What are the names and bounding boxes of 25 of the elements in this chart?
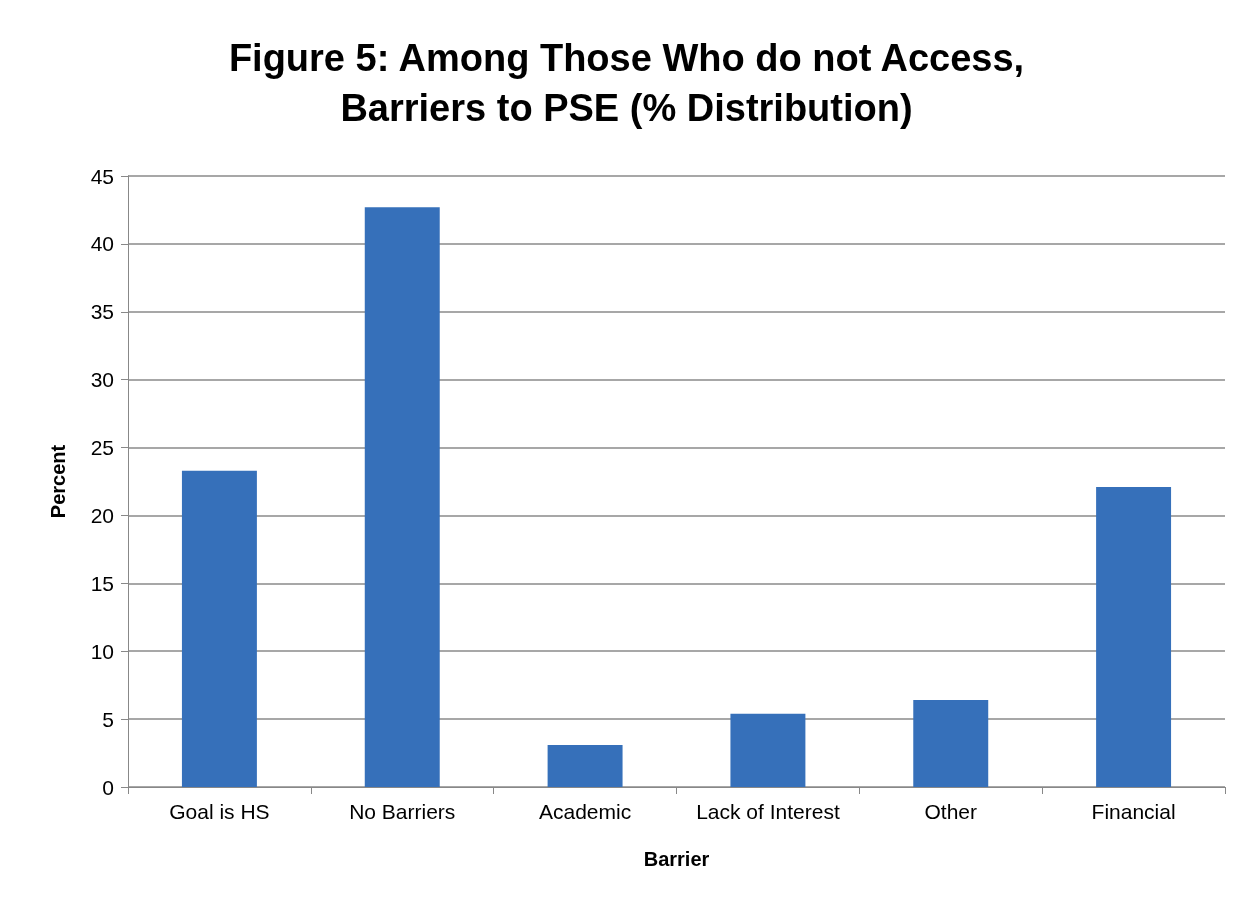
y-tick-label: 10 [90,639,114,663]
x-tick-label: Financial [1091,800,1176,823]
y-tick-label: 0 [102,775,114,799]
bar [913,700,989,787]
y-tick-label: 35 [90,300,114,324]
y-tick-label: 45 [90,164,114,188]
y-tick-label: 15 [90,571,114,595]
y-tick-label: 5 [102,707,114,731]
x-axis-title: Barrier [643,848,710,870]
chart-title: Figure 5: Among Those Who do not Access, Barriers to PSE (% Distribution) [228,37,1025,129]
y-tick-label: 25 [90,436,114,460]
x-tick-label: Academic [538,800,632,823]
bar [547,744,623,787]
x-tick-label: Lack of Interest [696,800,840,823]
x-tick-label: Goal is HS [169,800,270,823]
x-tick-label: Other [924,800,978,823]
bar [364,207,440,787]
y-axis-title: Percent [47,444,69,519]
x-tick-label: No Barriers [349,800,456,823]
y-tick-label: 40 [90,232,114,256]
bar [1096,486,1172,787]
y-tick-label: 20 [90,503,114,527]
y-tick-label: 30 [90,368,114,392]
bar [730,713,806,787]
bar [181,470,257,787]
